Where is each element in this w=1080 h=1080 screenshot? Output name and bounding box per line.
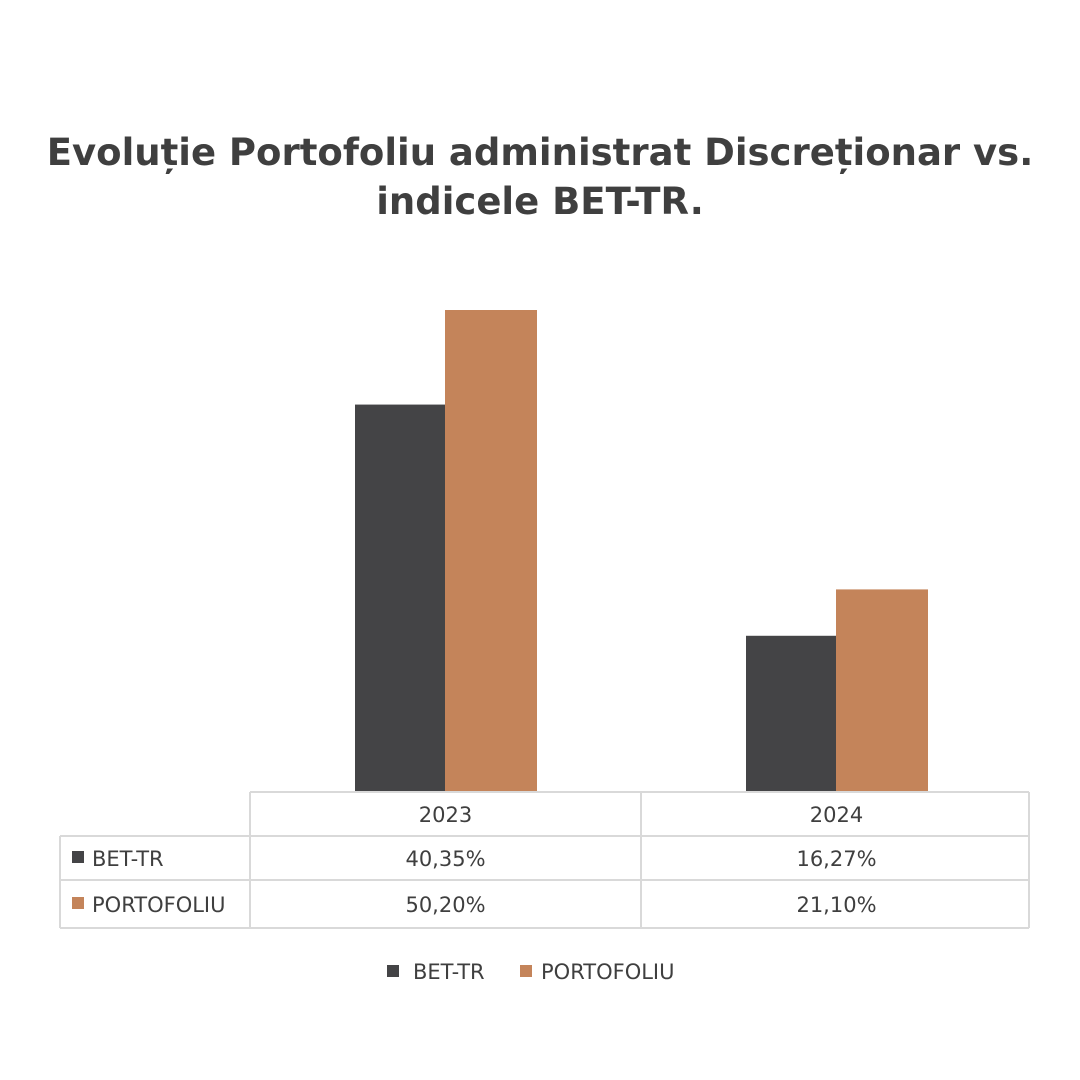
legend-label-portofoliu: PORTOFOLIU — [541, 960, 675, 984]
table-header-2024: 2024 — [810, 803, 863, 827]
table-key-portofoliu — [72, 897, 84, 909]
table-row-label-portofoliu: PORTOFOLIU — [92, 893, 226, 917]
legend-label-bet-tr: BET-TR — [413, 960, 485, 984]
data-table: 2023 2024 BET-TR 40,35% 16,27% PORTOFOLIU 50,2… — [59, 791, 1030, 929]
bar-portofoliu-2023 — [445, 310, 537, 792]
chart-title: Evoluție Portofoliu administrat Discreți… — [46, 131, 1034, 223]
table-cell-bet-tr-2023: 40,35% — [405, 847, 485, 871]
bars-group — [355, 310, 928, 792]
legend: BET-TR PORTOFOLIU — [387, 960, 675, 984]
table-header-2023: 2023 — [419, 803, 472, 827]
table-cell-portofoliu-2024: 21,10% — [796, 893, 876, 917]
bar-bet-tr-2024 — [746, 635, 838, 792]
legend-key-portofoliu — [520, 965, 532, 977]
table-row-label-bet-tr: BET-TR — [92, 847, 164, 871]
table-cell-portofoliu-2023: 50,20% — [405, 893, 485, 917]
bar-bet-tr-2023 — [355, 404, 447, 792]
bar-portofoliu-2024 — [836, 589, 928, 792]
legend-key-bet-tr — [387, 965, 399, 977]
table-cell-bet-tr-2024: 16,27% — [796, 847, 876, 871]
table-key-bet-tr — [72, 851, 84, 863]
